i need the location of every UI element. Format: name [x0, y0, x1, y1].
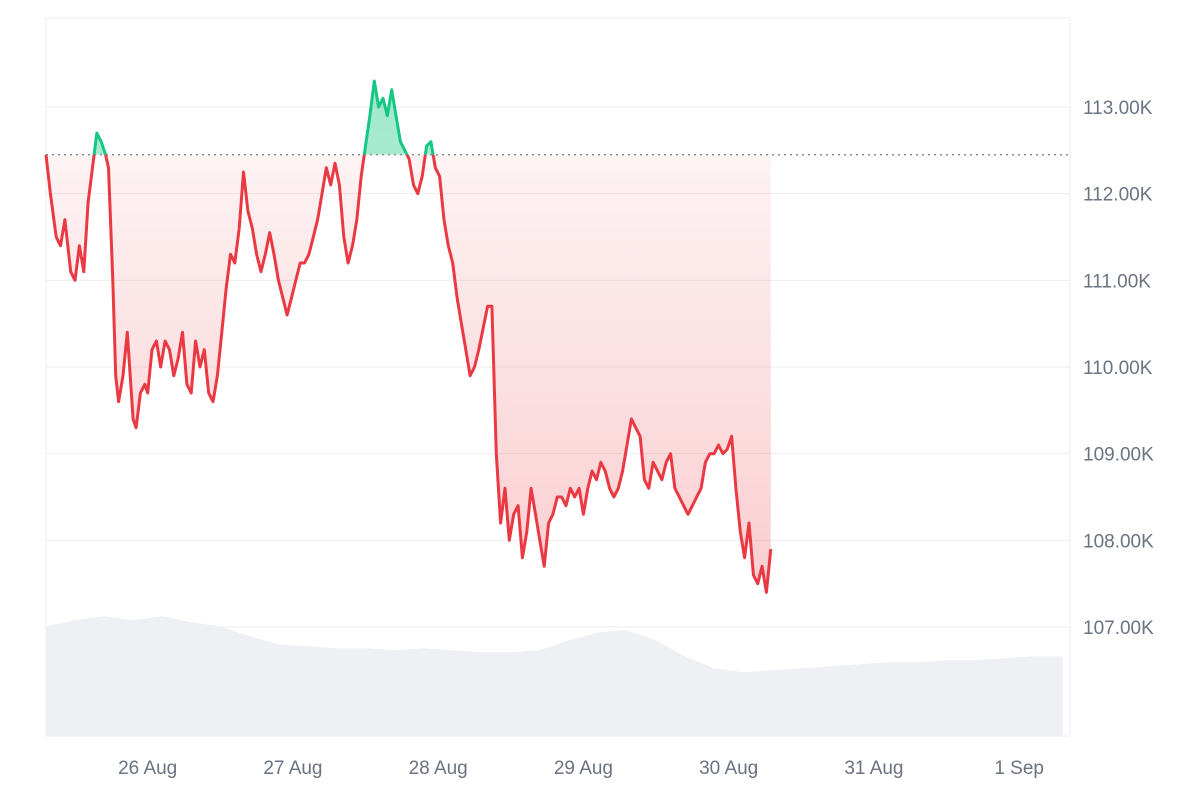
y-tick-label: 108.00K — [1083, 531, 1154, 552]
y-tick-label: 112.00K — [1083, 185, 1153, 206]
above-baseline-fill — [94, 81, 434, 155]
line-layer — [44, 79, 773, 594]
fill-layer — [46, 81, 771, 593]
x-tick-label: 31 Aug — [844, 758, 903, 779]
y-tick-label: 111.00K — [1083, 271, 1151, 292]
price-line-below — [44, 154, 773, 594]
x-tick-label: 26 Aug — [118, 758, 177, 779]
x-tick-label: 30 Aug — [699, 758, 758, 779]
y-tick-label: 109.00K — [1083, 445, 1154, 466]
volume-area — [46, 616, 1063, 736]
y-tick-label: 113.00K — [1083, 98, 1153, 119]
x-tick-label: 28 Aug — [409, 758, 468, 779]
volume-layer — [46, 616, 1063, 736]
y-axis: 107.00K 108.00K 109.00K 110.00K 111.00K 112.0… — [1083, 98, 1154, 639]
price-line-above — [46, 79, 435, 155]
x-tick-label: 29 Aug — [554, 758, 613, 779]
y-tick-label: 107.00K — [1083, 618, 1154, 639]
x-tick-label: 1 Sep — [994, 758, 1044, 779]
x-tick-label: 27 Aug — [263, 758, 322, 779]
x-axis: 26 Aug 27 Aug 28 Aug 29 Aug 30 Aug 31 Aug 1 Se… — [118, 758, 1044, 779]
below-baseline-fill — [46, 154, 771, 593]
y-tick-label: 110.00K — [1083, 358, 1153, 379]
